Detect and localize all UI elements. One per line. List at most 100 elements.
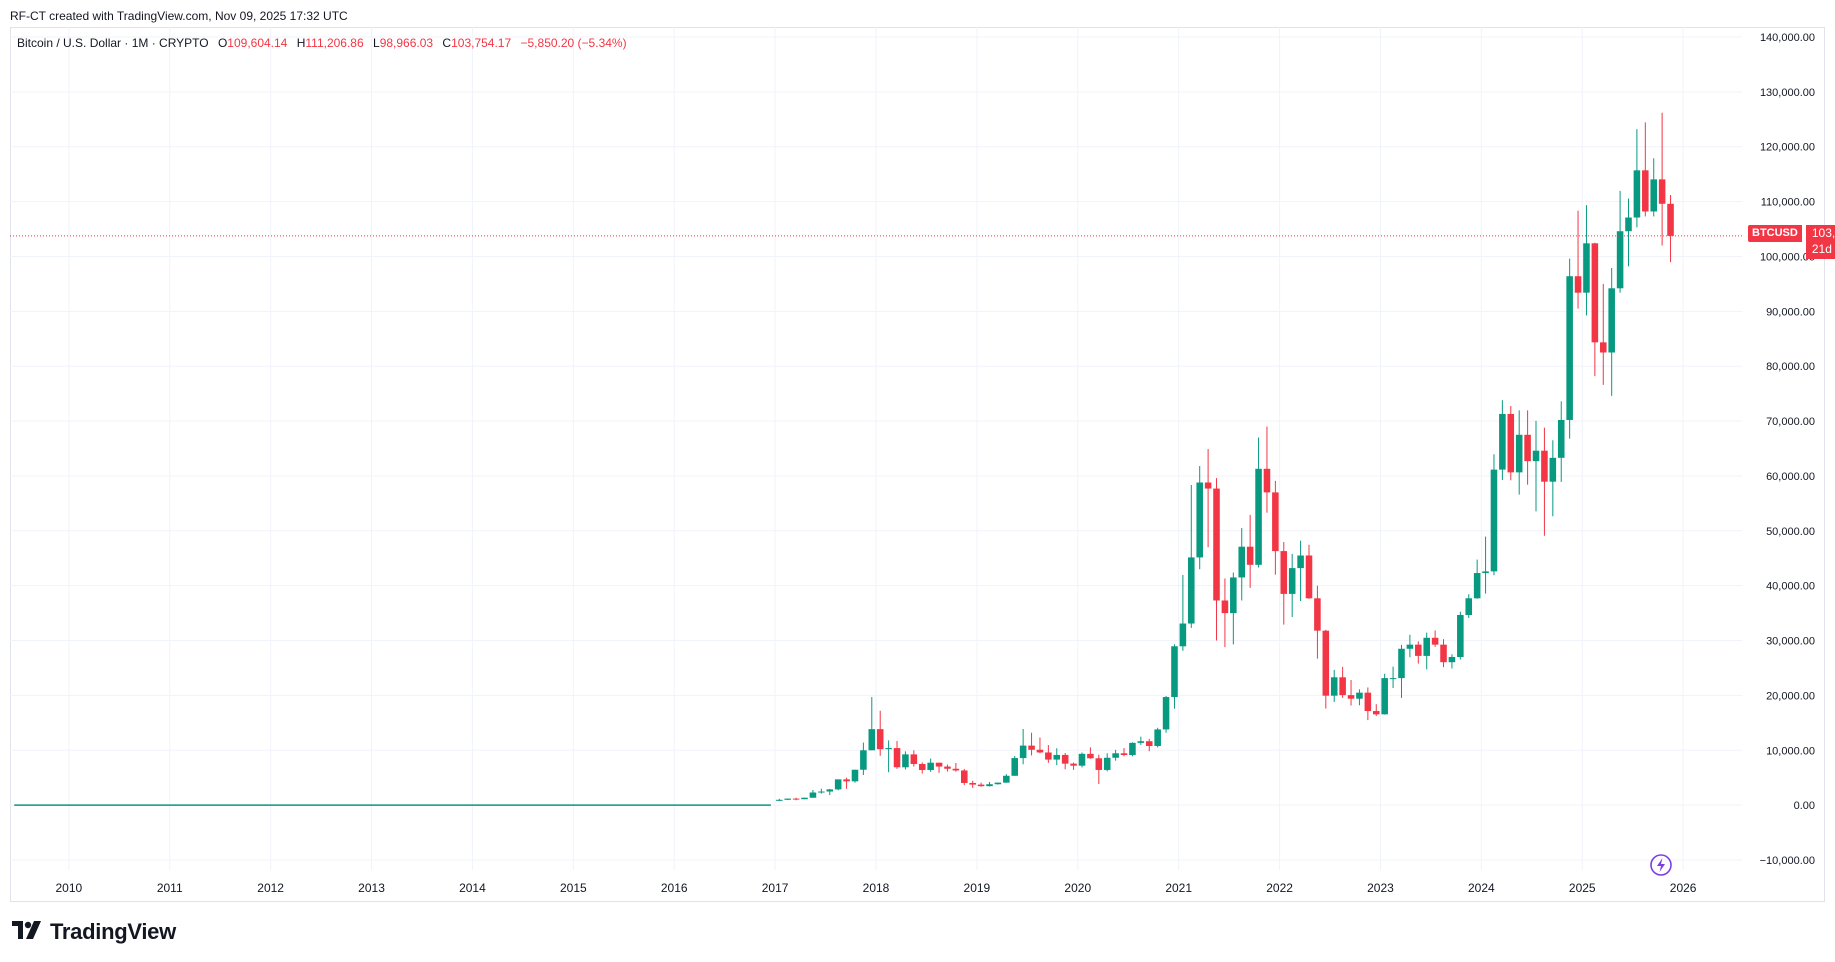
- x-tick-label: 2020: [1064, 881, 1091, 895]
- candle-body: [994, 782, 1002, 785]
- x-tick-label: 2022: [1266, 881, 1293, 895]
- candle-body: [1667, 203, 1674, 236]
- y-tick-label: 120,000.00: [1760, 142, 1815, 154]
- candle-body: [784, 798, 791, 800]
- candle-body: [902, 754, 909, 768]
- candle-body: [1398, 648, 1405, 679]
- candle-body: [1070, 763, 1077, 766]
- candle-body: [1171, 646, 1178, 698]
- x-tick-label: 2013: [358, 881, 385, 895]
- chart-frame[interactable]: [10, 27, 1825, 902]
- y-tick-label: 30,000.00: [1766, 636, 1815, 648]
- y-tick-label: 60,000.00: [1766, 471, 1815, 483]
- candle-body: [1457, 615, 1464, 657]
- x-tick-label: 2025: [1569, 881, 1596, 895]
- candle-body: [1154, 729, 1161, 746]
- candle-body: [893, 748, 901, 768]
- candle-body: [1137, 741, 1145, 743]
- candle-body: [1061, 754, 1069, 764]
- price-tag-box: 103,754.17 21d 7h: [1805, 225, 1835, 259]
- candle-body: [1541, 450, 1548, 482]
- candle-body: [1230, 577, 1237, 614]
- candle-body: [1515, 434, 1523, 473]
- candle-body: [1221, 600, 1229, 614]
- candle-body: [1339, 677, 1346, 696]
- candle-body: [1263, 468, 1271, 493]
- candle-body: [1431, 637, 1439, 645]
- candle-body: [1003, 775, 1010, 783]
- candle-body: [1330, 677, 1338, 696]
- x-tick-label: 2015: [560, 881, 587, 895]
- chart-caption: RF-CT created with TradingView.com, Nov …: [10, 9, 348, 23]
- candle-body: [961, 770, 968, 783]
- candle-body: [944, 766, 951, 769]
- candle-body: [927, 762, 934, 771]
- candle-body: [860, 750, 867, 770]
- x-tick-label: 2016: [661, 881, 688, 895]
- candle-body: [1440, 644, 1447, 663]
- tradingview-logo-icon: [12, 920, 44, 944]
- legend-high-value: 111,206.86: [305, 36, 364, 50]
- candle-body: [1255, 468, 1262, 565]
- candle-body: [1616, 231, 1624, 289]
- x-tick-label: 2012: [257, 881, 284, 895]
- candle-body: [868, 729, 876, 751]
- legend-symbol[interactable]: Bitcoin / U.S. Dollar · 1M · CRYPTO: [17, 36, 209, 50]
- candle-body: [1423, 637, 1430, 656]
- last-price-tag: BTCUSD 103,754.17 21d 7h: [1748, 225, 1835, 259]
- candle-body: [1372, 711, 1380, 715]
- legend-low-label: L: [373, 36, 380, 50]
- x-tick-label: 2018: [863, 881, 890, 895]
- y-tick-label: 0.00: [1794, 800, 1815, 812]
- candle-body: [1112, 753, 1119, 758]
- candle-body: [1036, 749, 1044, 753]
- candle-body: [1557, 419, 1565, 458]
- candle-body: [1019, 745, 1027, 759]
- candle-body: [1524, 434, 1531, 462]
- y-tick-label: 50,000.00: [1766, 526, 1815, 538]
- y-tick-label: 130,000.00: [1760, 87, 1815, 99]
- candle-body: [1574, 276, 1582, 293]
- candle-body: [952, 768, 960, 771]
- candle-body: [1204, 482, 1212, 489]
- brand-name: TradingView: [50, 919, 176, 944]
- candle-body: [1078, 753, 1086, 766]
- chart-legend[interactable]: Bitcoin / U.S. Dollar · 1M · CRYPTO O109…: [17, 36, 627, 50]
- candle-body: [1658, 179, 1666, 204]
- legend-open-value: 109,604.14: [227, 36, 288, 50]
- candle-body: [1532, 450, 1540, 462]
- candle-body: [1045, 752, 1052, 760]
- candle-body: [1297, 555, 1304, 569]
- candle-body: [792, 798, 800, 800]
- candle-body: [885, 748, 892, 750]
- x-tick-label: 2011: [157, 881, 183, 895]
- y-tick-label: 110,000.00: [1761, 197, 1815, 209]
- y-tick-label: 140,000.00: [1760, 32, 1815, 44]
- tradingview-brand[interactable]: TradingView: [12, 918, 176, 946]
- candle-body: [876, 729, 884, 750]
- candle-body: [776, 799, 783, 801]
- candle-body: [1507, 413, 1515, 473]
- x-tick-label: 2019: [964, 881, 991, 895]
- candle-body: [826, 789, 834, 792]
- candle-body: [1549, 457, 1557, 482]
- flash-icon[interactable]: [1648, 852, 1674, 883]
- candle-body: [1095, 758, 1103, 770]
- candle-body: [1448, 656, 1456, 663]
- candle-body: [1120, 753, 1128, 755]
- legend-change-value: −5,850.20 (−5.34%): [520, 36, 627, 50]
- price-tag-symbol: BTCUSD: [1748, 225, 1802, 242]
- candle-body: [1322, 630, 1330, 696]
- y-tick-label: 40,000.00: [1766, 581, 1815, 593]
- candle-body: [935, 762, 943, 767]
- candle-body: [1633, 170, 1641, 218]
- candle-body: [1196, 482, 1203, 558]
- candle-body: [1213, 488, 1220, 601]
- candle-body: [1599, 342, 1607, 353]
- candle-body: [1103, 757, 1111, 770]
- candle-body: [801, 797, 808, 800]
- candle-body: [910, 754, 918, 764]
- candle-body: [1314, 598, 1321, 631]
- candle-body: [1053, 754, 1061, 760]
